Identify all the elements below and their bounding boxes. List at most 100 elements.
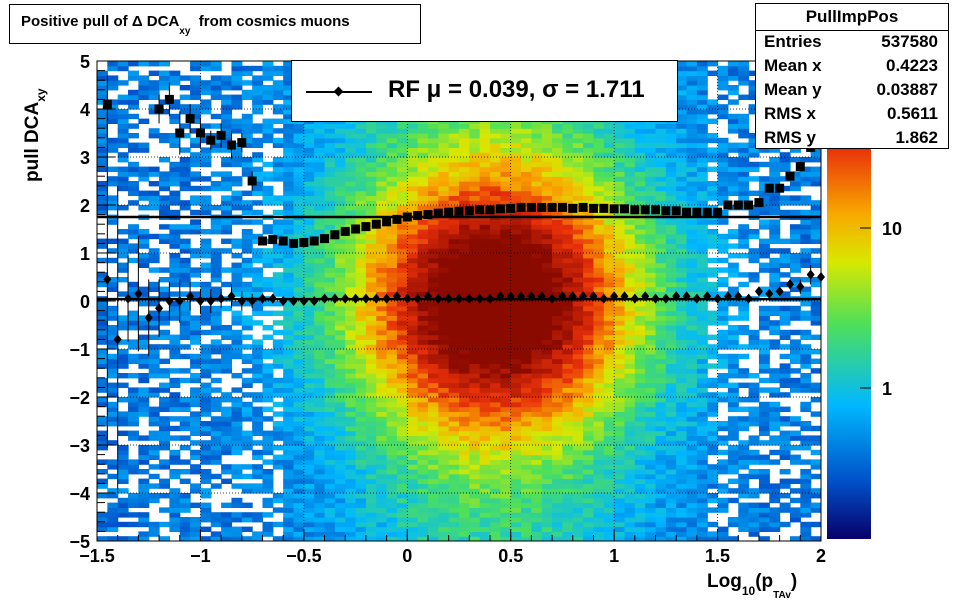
heatmap-cell bbox=[521, 454, 532, 460]
heatmap-cell bbox=[655, 397, 667, 403]
heatmap-cell bbox=[665, 440, 677, 446]
heatmap-cell bbox=[552, 171, 564, 177]
heatmap-cell bbox=[365, 185, 377, 192]
heatmap-cell bbox=[396, 233, 408, 240]
heatmap-cell bbox=[345, 488, 357, 494]
heatmap-cell bbox=[552, 421, 564, 427]
heatmap-cell bbox=[376, 224, 388, 230]
heatmap-cell bbox=[634, 397, 646, 403]
heatmap-cell bbox=[572, 200, 584, 206]
heatmap-cell bbox=[665, 205, 677, 211]
heatmap-cell bbox=[469, 315, 481, 321]
heatmap-cell bbox=[334, 401, 346, 408]
heatmap-cell bbox=[562, 195, 574, 201]
heatmap-cell bbox=[210, 320, 222, 326]
heatmap-cell bbox=[324, 205, 336, 211]
heatmap-cell bbox=[148, 200, 160, 206]
heatmap-cell bbox=[634, 301, 646, 307]
heatmap-cell bbox=[562, 349, 574, 355]
heatmap-cell bbox=[303, 325, 315, 331]
heatmap-cell bbox=[572, 512, 584, 518]
heatmap-cell bbox=[386, 224, 398, 230]
heatmap-cell bbox=[417, 248, 429, 254]
heatmap-cell bbox=[448, 157, 460, 163]
heatmap-cell bbox=[252, 517, 264, 523]
heatmap-cell bbox=[210, 291, 222, 297]
heatmap-cell bbox=[97, 459, 108, 465]
heatmap-cell bbox=[355, 185, 367, 192]
heatmap-cell bbox=[407, 373, 419, 379]
heatmap-cell bbox=[479, 435, 491, 441]
heatmap-cell bbox=[190, 440, 202, 446]
heatmap-cell bbox=[593, 224, 605, 230]
heatmap-cell bbox=[324, 531, 336, 537]
heatmap-cell bbox=[407, 531, 419, 537]
heatmap-cell bbox=[490, 253, 501, 259]
heatmap-cell bbox=[407, 281, 419, 288]
heatmap-cell bbox=[562, 267, 574, 273]
heatmap-cell bbox=[531, 272, 543, 278]
heatmap-cell bbox=[459, 157, 470, 163]
heatmap-cell bbox=[500, 478, 512, 484]
heatmap-cell bbox=[614, 411, 626, 417]
heatmap-cell bbox=[603, 387, 615, 393]
heatmap-cell bbox=[603, 272, 615, 278]
heatmap-cell bbox=[469, 166, 481, 172]
heatmap-cell bbox=[427, 310, 439, 316]
heatmap-cell bbox=[376, 502, 388, 508]
heatmap-cell bbox=[138, 536, 150, 541]
heatmap-cell bbox=[355, 440, 367, 446]
heatmap-cell bbox=[603, 320, 615, 326]
heatmap-cell bbox=[386, 373, 398, 379]
heatmap-cell bbox=[427, 459, 439, 465]
heatmap-cell bbox=[500, 483, 512, 489]
heatmap-cell bbox=[634, 281, 646, 288]
heatmap-cell bbox=[190, 401, 202, 408]
heatmap-cell bbox=[469, 291, 481, 297]
heatmap-cell bbox=[438, 137, 450, 144]
heatmap-cell bbox=[117, 536, 129, 541]
heatmap-cell bbox=[593, 483, 605, 489]
heatmap-cell bbox=[665, 478, 677, 484]
heatmap-cell bbox=[107, 473, 119, 480]
heatmap-cell bbox=[159, 464, 170, 470]
heatmap-cell bbox=[407, 493, 419, 499]
heatmap-cell bbox=[107, 339, 119, 345]
heatmap-cell bbox=[324, 315, 336, 321]
heatmap-cell bbox=[262, 368, 274, 374]
heatmap-cell bbox=[355, 157, 367, 163]
heatmap-cell bbox=[541, 209, 553, 216]
heatmap-cell bbox=[303, 392, 315, 398]
heatmap-cell bbox=[479, 449, 491, 456]
heatmap-cell bbox=[459, 305, 470, 312]
heatmap-cell bbox=[593, 257, 605, 264]
heatmap-cell bbox=[676, 329, 688, 336]
heatmap-cell bbox=[427, 416, 439, 422]
heatmap-cell bbox=[531, 425, 543, 432]
heatmap-cell bbox=[159, 238, 170, 244]
heatmap-cell bbox=[314, 435, 326, 441]
heatmap-cell bbox=[438, 205, 450, 211]
heatmap-cell bbox=[469, 435, 481, 441]
heatmap-cell bbox=[603, 305, 615, 312]
heatmap-cell bbox=[634, 363, 646, 369]
heatmap-cell bbox=[159, 440, 170, 446]
heatmap-cell bbox=[407, 272, 419, 278]
heatmap-cell bbox=[593, 353, 605, 360]
heatmap-cell bbox=[386, 406, 398, 412]
heatmap-cell bbox=[572, 219, 584, 225]
heatmap-cell bbox=[531, 411, 543, 417]
heatmap-cell bbox=[655, 257, 667, 264]
heatmap-cell bbox=[655, 382, 667, 388]
heatmap-cell bbox=[117, 382, 129, 388]
heatmap-cell bbox=[376, 137, 388, 144]
heatmap-cell bbox=[479, 286, 491, 292]
heatmap-cell bbox=[386, 137, 398, 144]
heatmap-cell bbox=[490, 411, 501, 417]
heatmap-cell bbox=[252, 219, 264, 225]
heatmap-cell bbox=[159, 75, 170, 81]
heatmap-cell bbox=[159, 507, 170, 513]
heatmap-cell bbox=[479, 497, 491, 504]
heatmap-cell bbox=[169, 310, 181, 316]
heatmap-cell bbox=[138, 233, 150, 240]
